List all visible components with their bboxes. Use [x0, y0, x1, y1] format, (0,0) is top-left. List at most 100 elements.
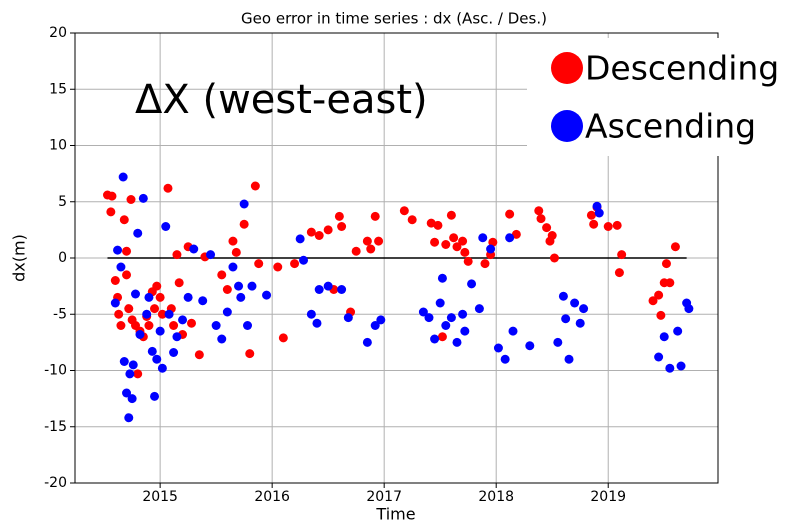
- point: [127, 394, 137, 404]
- point: [542, 223, 552, 233]
- point: [460, 247, 470, 257]
- point: [262, 290, 272, 300]
- point: [561, 314, 571, 324]
- point: [586, 210, 596, 220]
- point: [589, 219, 599, 229]
- point: [441, 240, 451, 249]
- x-tick-label: 2019: [590, 489, 626, 505]
- point: [236, 292, 246, 302]
- x-tick-label: 2018: [478, 489, 514, 505]
- point: [525, 341, 535, 351]
- point: [558, 291, 568, 301]
- point: [299, 255, 309, 265]
- point: [656, 310, 666, 320]
- point: [351, 246, 361, 256]
- point: [144, 292, 154, 302]
- point: [430, 334, 440, 344]
- point: [433, 220, 443, 230]
- point: [399, 206, 409, 216]
- point: [654, 352, 664, 362]
- point: [486, 244, 496, 254]
- point: [130, 289, 140, 299]
- y-tick-label: 0: [58, 250, 67, 266]
- point: [113, 245, 123, 255]
- point: [323, 281, 333, 291]
- point: [187, 318, 197, 328]
- point: [194, 350, 204, 360]
- point: [374, 236, 384, 246]
- y-tick-label: -20: [44, 475, 67, 491]
- point: [150, 304, 160, 314]
- point: [654, 290, 664, 300]
- point: [290, 259, 300, 269]
- point: [575, 318, 585, 328]
- point: [211, 321, 221, 330]
- point: [449, 233, 459, 243]
- y-tick-label: -5: [53, 306, 67, 322]
- point: [239, 199, 249, 209]
- point: [243, 321, 253, 330]
- point: [478, 233, 488, 243]
- point: [508, 326, 518, 336]
- y-tick-label: 20: [49, 25, 67, 41]
- point: [592, 201, 602, 211]
- point: [670, 242, 680, 252]
- point: [174, 278, 184, 288]
- point: [169, 348, 179, 357]
- y-tick-label: -15: [44, 419, 67, 435]
- point: [579, 304, 589, 314]
- point: [362, 236, 372, 246]
- point: [665, 278, 675, 288]
- point: [150, 391, 160, 401]
- point: [370, 321, 380, 330]
- point: [128, 360, 138, 370]
- point: [217, 334, 227, 344]
- point: [337, 222, 347, 231]
- point: [278, 333, 288, 343]
- point: [366, 244, 376, 254]
- point: [133, 369, 143, 379]
- point: [430, 237, 440, 247]
- y-tick-label: 5: [58, 194, 67, 210]
- x-tick-label: 2017: [366, 489, 402, 505]
- point: [665, 363, 675, 373]
- point: [407, 215, 417, 225]
- point: [169, 321, 179, 330]
- chart-title: Geo error in time series : dx (Asc. / De…: [241, 10, 547, 28]
- point: [234, 281, 244, 291]
- point: [452, 242, 462, 252]
- point: [144, 321, 154, 330]
- point: [142, 309, 152, 319]
- point: [206, 250, 216, 260]
- legend-label: Descending: [585, 49, 779, 88]
- x-tick-label: 2016: [254, 489, 290, 505]
- point: [612, 220, 622, 230]
- point: [107, 191, 117, 201]
- point: [564, 354, 574, 364]
- point: [505, 209, 515, 219]
- point: [228, 236, 238, 246]
- point: [424, 313, 434, 323]
- point: [547, 231, 557, 240]
- point: [155, 326, 165, 336]
- point: [314, 285, 324, 294]
- point: [178, 315, 188, 325]
- point: [163, 183, 173, 193]
- point: [247, 281, 257, 291]
- legend-marker: [551, 52, 583, 84]
- point: [222, 285, 232, 294]
- point: [138, 193, 148, 203]
- point: [500, 354, 510, 364]
- point: [437, 273, 447, 283]
- point: [603, 222, 613, 231]
- point: [661, 259, 671, 269]
- y-tick-label: 10: [49, 138, 67, 154]
- point: [172, 250, 182, 260]
- point: [295, 234, 305, 244]
- point: [505, 233, 515, 243]
- point: [118, 172, 128, 182]
- point: [161, 222, 171, 231]
- point: [376, 315, 386, 325]
- point: [135, 330, 145, 339]
